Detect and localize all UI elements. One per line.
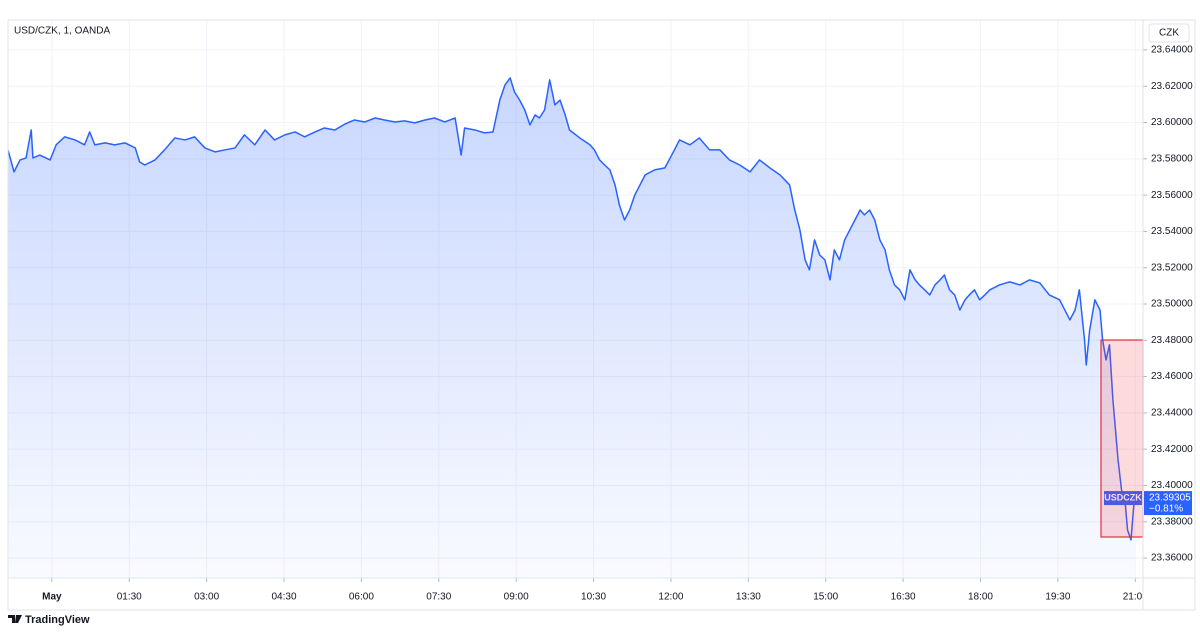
- y-tick-label: 23.56000: [1151, 190, 1193, 201]
- x-tick-label: 21:00: [1123, 592, 1148, 603]
- symbol-label-box: [1104, 491, 1142, 506]
- x-tick-label: 09:00: [504, 592, 529, 603]
- y-tick-label: 23.50000: [1151, 299, 1193, 310]
- chart-title: USD/CZK, 1, OANDA: [14, 26, 110, 37]
- price-line: [8, 77, 1136, 541]
- highlight-box: [1100, 339, 1144, 538]
- y-tick-label: 23.44000: [1151, 408, 1193, 419]
- x-tick-label: 15:00: [813, 592, 838, 603]
- y-tick-label: 23.54000: [1151, 226, 1193, 237]
- brand-logo: TradingView: [8, 614, 90, 626]
- brand-name: TradingView: [25, 614, 90, 626]
- change-label: −0.81%: [1149, 504, 1183, 515]
- y-tick-label: 23.46000: [1151, 371, 1193, 382]
- y-tick-label: 23.64000: [1151, 45, 1193, 56]
- x-tick-label: 10:30: [581, 592, 606, 603]
- y-tick-label: 23.58000: [1151, 153, 1193, 164]
- y-tick-label: 23.60000: [1151, 117, 1193, 128]
- x-tick-label: 12:00: [658, 592, 683, 603]
- x-tick-label: 13:30: [736, 592, 761, 603]
- currency-box: [1148, 23, 1190, 43]
- x-tick-label: 19:30: [1045, 592, 1070, 603]
- x-tick-label: 03:00: [194, 592, 219, 603]
- x-tick-label: 07:30: [426, 592, 451, 603]
- symbol-label: USDCZK: [1104, 492, 1142, 502]
- y-tick-label: 23.36000: [1151, 553, 1193, 564]
- y-tick-label: 23.42000: [1151, 444, 1193, 455]
- price-label-box: [1144, 491, 1192, 516]
- y-tick-label: 23.52000: [1151, 262, 1193, 273]
- price-label: 23.39305: [1149, 493, 1191, 504]
- y-tick-label: 23.38000: [1151, 516, 1193, 527]
- x-tick-label: 06:00: [349, 592, 374, 603]
- x-tick-label: 01:30: [117, 592, 142, 603]
- logo-shape: [8, 615, 22, 623]
- y-tick-label: 23.62000: [1151, 81, 1193, 92]
- y-tick-label: 23.48000: [1151, 335, 1193, 346]
- x-tick-label: May: [42, 592, 62, 603]
- x-tick-label: 04:30: [271, 592, 296, 603]
- x-tick-label: 18:00: [968, 592, 993, 603]
- currency-label: CZK: [1159, 28, 1179, 39]
- y-tick-label: 23.40000: [1151, 480, 1193, 491]
- x-tick-label: 16:30: [891, 592, 916, 603]
